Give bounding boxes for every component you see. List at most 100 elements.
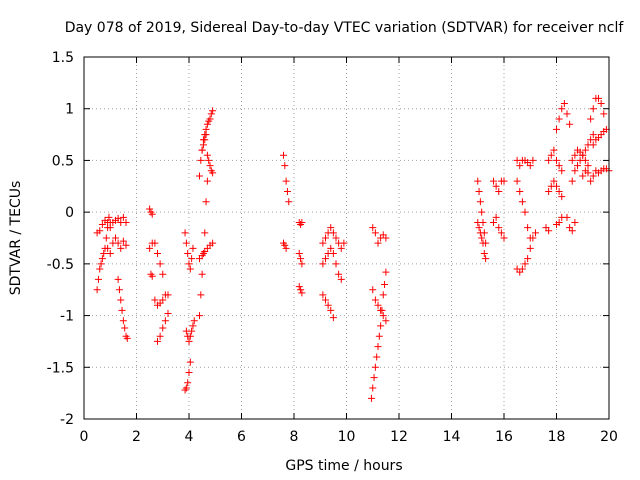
chart-title: Day 078 of 2019, Sidereal Day-to-day VTE… bbox=[65, 20, 625, 36]
data-point bbox=[181, 229, 189, 237]
data-point bbox=[209, 169, 217, 177]
data-point bbox=[568, 227, 576, 235]
series-s27 bbox=[369, 224, 390, 247]
data-point bbox=[202, 198, 210, 206]
y-tick-label: -1.5 bbox=[47, 360, 74, 376]
data-point bbox=[159, 324, 167, 332]
data-point bbox=[329, 250, 337, 258]
data-point bbox=[96, 227, 104, 235]
series-s5 bbox=[146, 205, 156, 218]
data-point bbox=[337, 244, 345, 252]
data-point bbox=[526, 244, 534, 252]
data-point bbox=[123, 334, 131, 342]
data-point bbox=[340, 239, 348, 247]
data-point bbox=[280, 151, 287, 159]
data-point bbox=[94, 275, 102, 283]
data-point bbox=[581, 146, 589, 154]
data-point bbox=[164, 310, 172, 318]
data-point bbox=[295, 283, 303, 291]
series-s30 bbox=[490, 177, 508, 195]
data-point bbox=[121, 324, 129, 332]
data-point bbox=[298, 289, 306, 297]
data-point bbox=[156, 260, 164, 268]
data-point bbox=[184, 250, 192, 258]
data-point bbox=[198, 270, 206, 278]
data-point bbox=[146, 205, 154, 213]
series-s15 bbox=[198, 131, 217, 177]
data-point bbox=[96, 265, 104, 273]
data-point bbox=[119, 237, 127, 245]
data-point bbox=[198, 252, 206, 260]
y-tick-label: 1 bbox=[65, 102, 74, 118]
data-point bbox=[495, 224, 503, 232]
data-point bbox=[106, 250, 114, 258]
data-point bbox=[329, 314, 337, 322]
data-point bbox=[371, 363, 379, 371]
data-point bbox=[382, 317, 390, 325]
data-point bbox=[281, 162, 289, 170]
data-point bbox=[206, 115, 214, 123]
data-point bbox=[568, 156, 576, 164]
data-point bbox=[327, 244, 335, 252]
x-tick-label: 6 bbox=[237, 429, 246, 445]
data-point bbox=[518, 265, 526, 273]
series-s22 bbox=[319, 224, 348, 252]
data-point bbox=[518, 198, 526, 206]
data-point bbox=[185, 260, 193, 268]
data-point bbox=[579, 172, 587, 180]
series-s29 bbox=[474, 177, 490, 247]
data-point bbox=[516, 162, 524, 170]
x-tick-label: 0 bbox=[80, 429, 89, 445]
y-tick-label: -0.5 bbox=[47, 257, 74, 273]
data-point bbox=[161, 317, 169, 325]
y-tick-label: 0 bbox=[65, 205, 74, 221]
data-point bbox=[335, 270, 343, 278]
series-s2 bbox=[93, 213, 130, 237]
series-s28 bbox=[474, 218, 490, 263]
data-point bbox=[205, 156, 213, 164]
x-tick-label: 20 bbox=[600, 429, 618, 445]
series-s19 bbox=[295, 218, 306, 229]
data-point bbox=[186, 358, 194, 366]
data-point bbox=[324, 301, 332, 309]
data-point bbox=[182, 384, 190, 392]
data-point bbox=[185, 337, 193, 345]
data-point bbox=[185, 368, 193, 376]
data-point bbox=[148, 272, 156, 280]
data-point bbox=[475, 224, 483, 232]
data-point bbox=[119, 213, 127, 221]
series-s13 bbox=[196, 177, 211, 320]
data-point bbox=[203, 151, 211, 159]
data-point bbox=[369, 286, 377, 294]
series-s17 bbox=[280, 151, 293, 206]
data-point bbox=[545, 156, 553, 164]
data-point bbox=[374, 239, 382, 247]
data-point bbox=[500, 234, 508, 242]
data-point bbox=[151, 239, 159, 247]
data-point bbox=[490, 177, 497, 185]
data-point bbox=[382, 268, 390, 276]
data-point bbox=[379, 291, 387, 299]
y-axis-label: SDTVAR / TECUs bbox=[8, 181, 24, 296]
data-point bbox=[374, 343, 382, 351]
data-point bbox=[327, 306, 335, 314]
data-point bbox=[478, 208, 486, 216]
data-point bbox=[196, 172, 203, 180]
data-point bbox=[513, 177, 521, 185]
series-s18 bbox=[280, 239, 290, 252]
data-point bbox=[100, 250, 108, 258]
series-s23 bbox=[319, 244, 345, 283]
data-point bbox=[589, 141, 597, 149]
series-s10 bbox=[181, 358, 194, 394]
series-s32 bbox=[513, 156, 537, 170]
data-point bbox=[375, 332, 383, 340]
data-point bbox=[198, 146, 206, 154]
data-point bbox=[118, 306, 126, 314]
data-point bbox=[377, 306, 385, 314]
data-point bbox=[122, 241, 130, 249]
data-point bbox=[117, 244, 125, 252]
x-tick-label: 16 bbox=[495, 429, 513, 445]
data-point bbox=[159, 296, 167, 304]
data-point bbox=[114, 214, 122, 222]
data-point bbox=[597, 100, 605, 108]
